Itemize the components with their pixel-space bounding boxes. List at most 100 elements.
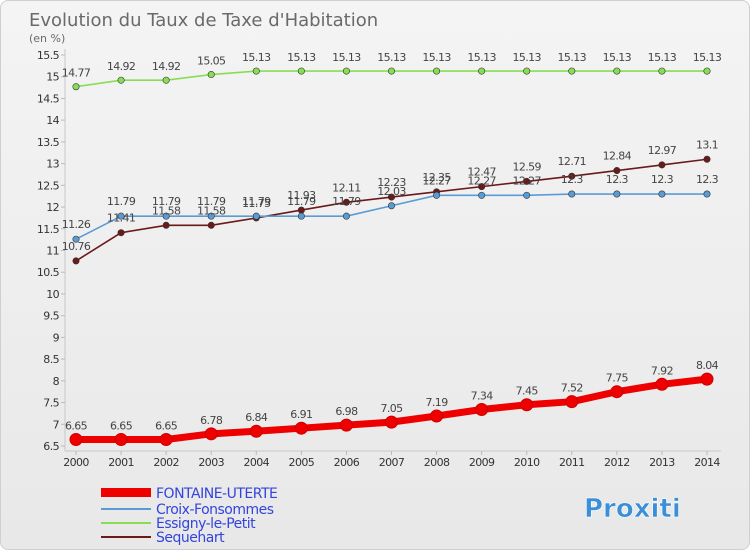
data-label-sequehart: 12.11 xyxy=(332,181,361,194)
logo-text: Proxiti xyxy=(584,494,681,524)
data-point-essigny-le-petit xyxy=(433,67,441,75)
data-label-croix-fonsommes: 11.79 xyxy=(152,195,181,208)
x-tick-label: 2005 xyxy=(289,456,315,469)
legend-label-fontaine-uterte: FONTAINE-UTERTE xyxy=(156,486,277,502)
data-label-fontaine-uterte: 7.05 xyxy=(380,402,403,415)
x-tick-label: 2014 xyxy=(694,456,720,469)
legend: FONTAINE-UTERTECroix-FonsommesEssigny-le… xyxy=(101,486,278,546)
x-tick-label: 2004 xyxy=(243,456,269,469)
data-label-fontaine-uterte: 7.92 xyxy=(651,364,673,377)
x-tick-label: 2011 xyxy=(559,456,585,469)
data-point-essigny-le-petit xyxy=(297,67,305,75)
data-label-croix-fonsommes: 11.79 xyxy=(197,195,226,208)
data-label-croix-fonsommes: 12.03 xyxy=(377,185,406,198)
data-point-fontaine-uterte xyxy=(69,432,83,446)
y-tick-label: 7 xyxy=(53,418,60,431)
y-tick-label: 12.5 xyxy=(37,179,60,192)
data-point-fontaine-uterte xyxy=(475,403,489,417)
x-tick-label: 2012 xyxy=(604,456,630,469)
data-label-sequehart: 11.93 xyxy=(287,189,316,202)
y-tick-label: 15 xyxy=(46,71,59,84)
x-tick-label: 2002 xyxy=(153,456,179,469)
data-label-essigny-le-petit: 15.13 xyxy=(648,51,677,64)
data-label-croix-fonsommes: 11.79 xyxy=(107,195,136,208)
y-tick-label: 9.5 xyxy=(43,310,59,323)
data-label-sequehart: 11.58 xyxy=(197,204,226,217)
data-point-sequehart xyxy=(72,257,80,265)
data-label-essigny-le-petit: 15.13 xyxy=(377,51,406,64)
data-label-fontaine-uterte: 6.78 xyxy=(200,414,223,427)
data-point-essigny-le-petit xyxy=(252,67,260,75)
data-label-essigny-le-petit: 14.77 xyxy=(62,67,91,80)
data-label-fontaine-uterte: 8.04 xyxy=(696,359,719,372)
data-point-essigny-le-petit xyxy=(523,67,531,75)
data-point-sequehart xyxy=(523,177,531,185)
data-point-croix-fonsommes xyxy=(162,212,170,220)
data-point-essigny-le-petit xyxy=(568,67,576,75)
data-point-sequehart xyxy=(478,183,486,191)
data-label-essigny-le-petit: 14.92 xyxy=(152,60,181,73)
data-point-croix-fonsommes xyxy=(658,190,666,198)
data-point-croix-fonsommes xyxy=(72,235,80,243)
y-tick-label: 6.5 xyxy=(43,440,59,453)
x-tick-label: 2010 xyxy=(514,456,540,469)
data-point-essigny-le-petit xyxy=(117,76,125,84)
legend-label-sequehart: Sequehart xyxy=(156,530,225,546)
legend-label-essigny-le-petit: Essigny-le-Petit xyxy=(156,516,256,532)
data-point-essigny-le-petit xyxy=(72,83,80,91)
data-label-croix-fonsommes: 12.27 xyxy=(422,174,451,187)
data-point-sequehart xyxy=(703,155,711,163)
data-label-croix-fonsommes: 12.3 xyxy=(606,173,629,186)
data-label-sequehart: 12.47 xyxy=(467,166,496,179)
data-label-croix-fonsommes: 12.3 xyxy=(561,173,584,186)
x-tick-label: 2003 xyxy=(198,456,224,469)
data-point-essigny-le-petit xyxy=(478,67,486,75)
x-tick-label: 2009 xyxy=(469,456,495,469)
y-tick-label: 7.5 xyxy=(43,397,59,410)
data-point-fontaine-uterte xyxy=(520,398,534,412)
data-point-croix-fonsommes xyxy=(387,202,395,210)
data-point-croix-fonsommes xyxy=(433,191,441,199)
data-point-croix-fonsommes xyxy=(523,191,531,199)
data-label-essigny-le-petit: 15.13 xyxy=(512,51,541,64)
data-point-croix-fonsommes xyxy=(342,212,350,220)
data-label-sequehart: 12.97 xyxy=(648,144,677,157)
data-label-sequehart: 11.41 xyxy=(107,212,136,225)
data-label-croix-fonsommes: 12.27 xyxy=(467,174,496,187)
data-label-fontaine-uterte: 7.75 xyxy=(606,372,629,385)
data-point-essigny-le-petit xyxy=(387,67,395,75)
data-label-sequehart: 12.23 xyxy=(377,176,406,189)
data-label-sequehart: 11.58 xyxy=(152,204,181,217)
y-tick-label: 11.5 xyxy=(37,223,60,236)
data-label-essigny-le-petit: 15.13 xyxy=(603,51,632,64)
data-label-sequehart: 10.76 xyxy=(62,240,91,253)
y-tick-label: 12 xyxy=(46,201,59,214)
data-label-fontaine-uterte: 7.45 xyxy=(516,385,539,398)
data-label-sequehart: 12.71 xyxy=(558,155,587,168)
data-point-essigny-le-petit xyxy=(342,67,350,75)
data-label-croix-fonsommes: 11.79 xyxy=(287,195,316,208)
data-point-fontaine-uterte xyxy=(159,432,173,446)
data-point-sequehart xyxy=(162,221,170,229)
data-label-sequehart: 13.1 xyxy=(696,138,718,151)
data-point-essigny-le-petit xyxy=(207,71,215,79)
data-point-croix-fonsommes xyxy=(117,212,125,220)
legend-label-croix-fonsommes: Croix-Fonsommes xyxy=(156,502,274,518)
data-label-fontaine-uterte: 7.34 xyxy=(471,390,494,403)
data-point-sequehart xyxy=(207,221,215,229)
data-label-essigny-le-petit: 15.13 xyxy=(332,51,361,64)
data-label-croix-fonsommes: 12.3 xyxy=(696,173,719,186)
data-label-sequehart: 12.84 xyxy=(603,150,632,163)
data-label-fontaine-uterte: 6.98 xyxy=(335,405,358,418)
data-point-sequehart xyxy=(658,161,666,169)
data-point-croix-fonsommes xyxy=(207,212,215,220)
data-point-sequehart xyxy=(613,167,621,175)
y-tick-label: 10.5 xyxy=(37,266,60,279)
data-label-fontaine-uterte: 6.65 xyxy=(155,419,178,432)
data-label-essigny-le-petit: 15.13 xyxy=(422,51,451,64)
data-label-croix-fonsommes: 12.3 xyxy=(651,173,674,186)
data-point-fontaine-uterte xyxy=(385,415,398,429)
data-point-croix-fonsommes xyxy=(252,212,260,220)
